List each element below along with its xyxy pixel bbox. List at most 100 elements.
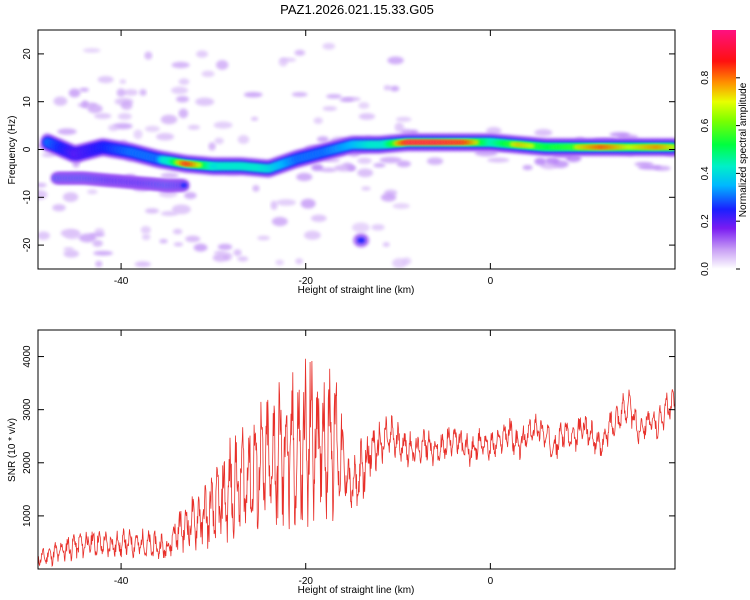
spectrogram-cell — [257, 235, 270, 241]
snr-ytick-label: 2000 — [22, 451, 33, 474]
spectrogram-cell — [83, 48, 101, 53]
spectrogram-cell — [159, 238, 168, 244]
spectrogram-cell — [172, 228, 183, 235]
spectrogram-cell — [140, 225, 151, 234]
spectrogram-cell — [41, 152, 56, 157]
spectrogram-cell — [38, 182, 47, 188]
spectrogram-ytick-label: 0 — [22, 146, 33, 152]
spectrogram-cell — [334, 164, 355, 172]
spectrogram-cell — [158, 189, 178, 198]
spectrogram-cell — [93, 250, 113, 256]
spectrogram-cell — [296, 172, 313, 182]
spectrogram-cell — [322, 42, 336, 50]
spectrogram-cell — [63, 249, 80, 258]
spectrogram-cell — [178, 78, 190, 85]
snr-panel: -40 -20 0 1000 2000 3000 4000 Height of straig… — [7, 329, 676, 596]
spectrogram-cell — [339, 97, 354, 103]
spectrogram-cell — [187, 124, 201, 130]
spectrogram-xtick-label: -40 — [114, 276, 129, 287]
spectrogram-cell — [529, 144, 535, 148]
spectrogram-ticks: -40 -20 0 -20 -10 0 10 20 — [22, 30, 675, 287]
spectrogram-cell — [87, 189, 98, 195]
colorbar-tick-label: 0.6 — [700, 118, 711, 132]
spectrogram-cell — [160, 114, 178, 125]
spectrogram-cell — [670, 145, 675, 149]
spectrogram-cell — [373, 163, 386, 168]
spectrogram-cell — [94, 112, 112, 120]
spectrogram-cell — [380, 193, 397, 202]
spectrogram-cell — [322, 106, 337, 111]
snr-xtick-label: -40 — [114, 576, 129, 587]
spectrogram-cell — [201, 70, 215, 78]
spectrogram-cell — [279, 57, 297, 62]
spectrogram-cell — [108, 124, 119, 132]
spectrogram-cell — [171, 204, 191, 215]
spectrogram-cell — [295, 258, 304, 265]
spectrogram-cell — [185, 235, 201, 243]
spectrogram-cell — [394, 122, 404, 133]
spectrogram-cell — [351, 222, 370, 233]
spectrogram-cell — [214, 137, 224, 145]
spectrogram-cell — [383, 85, 391, 91]
spectrogram-cell — [311, 163, 324, 171]
spectrogram-cell — [68, 88, 81, 98]
spectrogram-cell — [208, 142, 216, 151]
spectrogram-cell — [79, 87, 90, 92]
spectrogram-cell — [156, 133, 175, 141]
spectrogram-cell — [294, 49, 306, 56]
spectrogram-cell — [357, 157, 372, 164]
spectrogram-ytick-label: 20 — [22, 48, 33, 60]
spectrogram-xtick-label: 0 — [488, 276, 494, 287]
spectrogram-cell — [392, 203, 410, 209]
colorbar-tick-label: 0.0 — [700, 262, 711, 276]
snr-ytick-label: 1000 — [22, 504, 33, 527]
spectrogram-cell — [300, 198, 316, 209]
spectrogram-cell — [634, 162, 654, 167]
spectrogram-cell — [390, 85, 400, 92]
spectrogram-cell — [400, 128, 412, 135]
spectrogram-cell — [473, 140, 480, 144]
spectrogram-cell — [117, 113, 132, 120]
spectrogram-cell — [243, 92, 263, 98]
spectrogram-cell — [62, 192, 79, 202]
spectrogram-cell — [271, 216, 288, 227]
spectrogram-cell — [95, 260, 103, 268]
colorbar-tick-label: 0.8 — [700, 70, 711, 84]
spectrogram-cell — [120, 100, 133, 110]
spectrogram-cell — [134, 261, 151, 268]
spectrogram-cell — [178, 108, 189, 119]
spectrogram-cell — [609, 132, 630, 138]
spectrogram-cell — [237, 135, 250, 144]
spectrogram-cell — [139, 88, 147, 96]
spectrogram-cell — [213, 121, 233, 129]
spectrogram-cell — [160, 172, 179, 179]
spectrogram-cell — [89, 232, 105, 237]
spectrogram-cell — [486, 126, 502, 135]
spectrogram-cell — [53, 96, 68, 106]
spectrogram-cell — [214, 250, 227, 255]
snr-series-line — [38, 358, 675, 568]
snr-ytick-label: 4000 — [22, 345, 33, 368]
spectrogram-cell — [97, 75, 114, 84]
figure-title: PAZ1.2026.021.15.33.G05 — [280, 2, 434, 17]
spectrogram-cell — [38, 231, 50, 240]
spectrogram-cell — [357, 168, 374, 178]
spectrogram-cell — [141, 233, 151, 241]
spectrogram-cell — [545, 157, 560, 165]
spectrogram-cell — [64, 230, 81, 240]
spectrogram-cell — [119, 79, 127, 84]
spectrogram-cell — [426, 157, 444, 165]
spectrogram-cell — [92, 239, 103, 247]
snr-frame — [37, 329, 676, 570]
spectrogram-cell — [171, 86, 189, 95]
spectrogram-heatmap — [38, 42, 675, 269]
spectrogram-cell — [387, 56, 404, 65]
spectrogram-cell — [357, 237, 366, 244]
spectrogram-cell — [77, 102, 98, 108]
colorbar-gradient — [712, 30, 736, 269]
spectrogram-cell — [371, 224, 385, 231]
spectrogram-cell — [361, 186, 371, 191]
spectrogram-cell — [358, 102, 370, 109]
spectrogram-cell — [217, 243, 233, 251]
